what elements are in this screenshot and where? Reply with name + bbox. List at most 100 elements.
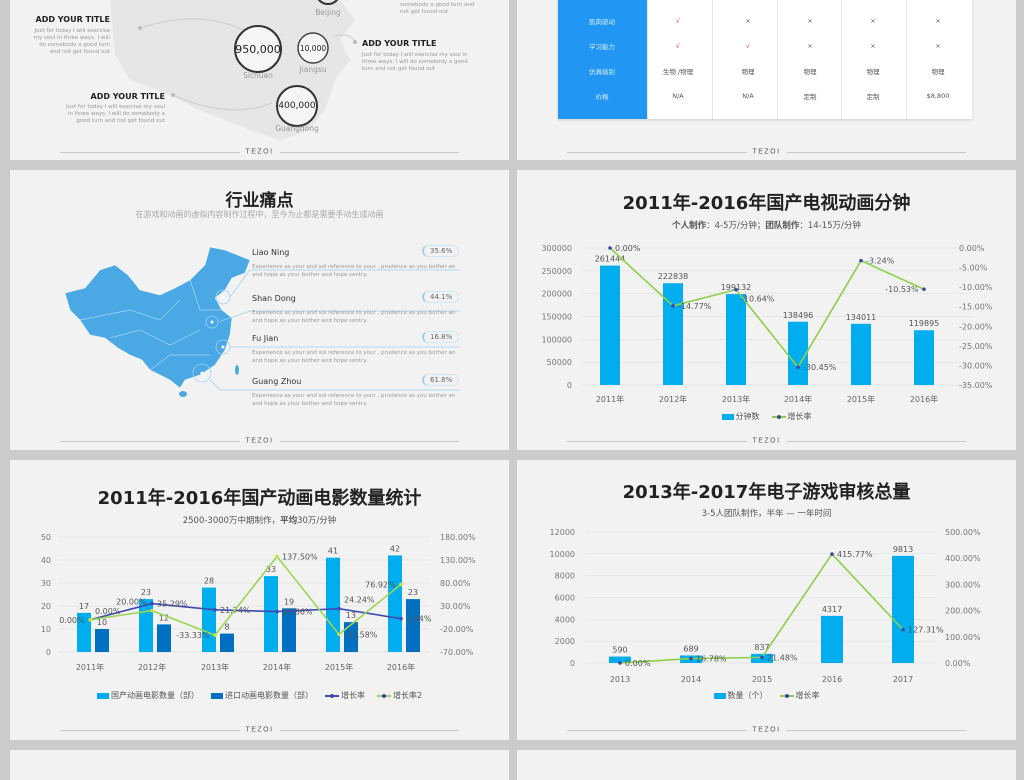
line-point — [671, 304, 675, 308]
table-cell: × — [807, 42, 813, 50]
x-tick-label: 2013 — [610, 675, 630, 684]
line-point — [275, 609, 279, 614]
legend-item[interactable]: 增长率 — [324, 690, 365, 701]
line-point — [150, 601, 154, 606]
legend-label: 增长率 — [340, 691, 365, 700]
slide-partial-right[interactable] — [517, 750, 1016, 780]
legend-item[interactable]: 增长率2 — [376, 690, 423, 701]
subtitle-bold: 平均 — [280, 516, 298, 526]
table-cell: 定制 — [803, 93, 817, 101]
y-tick-label: 0 — [46, 648, 51, 657]
line-point — [337, 632, 341, 637]
slide-chart-game-reviews[interactable]: 2013年-2017年电子游戏审核总量 3-5人团队制作，半年 — 一年时间 0… — [517, 460, 1016, 740]
legend-label: 数量（个） — [727, 691, 768, 700]
tezoi-logo: TEZOI — [239, 148, 280, 156]
chart-game-review-total: 0 2000 4000 6000 8000 10000 12000 0.00% 100.00% 2… — [550, 528, 981, 684]
slide-partial-left[interactable] — [10, 750, 509, 780]
table-cell: × — [935, 42, 941, 50]
region-description: Experience as your and sol reference to … — [252, 393, 456, 407]
x-tick-label: 2015年 — [847, 394, 875, 404]
bar-data-label: 138496 — [783, 311, 814, 320]
line-point — [760, 655, 764, 660]
bar — [95, 629, 109, 652]
slide-table[interactable]: 肌肉驱动 学习能力 仿真级别 价格 √ × × × × √ √ × × × 生物 /物理 物理 物理 物理 物理 N/… — [517, 0, 1016, 160]
legend-label: 国产动画电影数量（部） — [110, 691, 199, 700]
bar-data-label: 261444 — [595, 255, 626, 264]
legend-line-icon — [324, 693, 339, 698]
legend-line-icon — [779, 693, 794, 698]
table-divider — [906, 0, 907, 119]
bar — [914, 330, 934, 385]
table-cell: 定制 — [866, 93, 880, 101]
bar — [326, 557, 340, 652]
y-tick-label: 4000 — [555, 615, 575, 624]
circle-value: 950,000 — [235, 43, 281, 56]
line-point — [618, 661, 622, 665]
chart-animated-film-count: 01020304050-70.00%-20.00%30.00%80.00%130… — [41, 533, 476, 672]
china-map-gray — [110, 0, 357, 140]
legend-item[interactable]: 增长率 — [771, 411, 812, 422]
legend-item[interactable]: 数量（个） — [713, 690, 768, 701]
y-tick-label: 200000 — [541, 290, 572, 299]
line-point — [399, 582, 403, 587]
bar — [609, 656, 631, 663]
y-tick-label: 8000 — [555, 572, 575, 581]
legend-label: 进口动画电影数量（部） — [224, 691, 313, 700]
line-data-label: 0.00% — [95, 607, 121, 616]
legend-label: 增长率 — [787, 412, 812, 421]
bar-data-label: 222838 — [658, 272, 689, 281]
bar-data-label: 590 — [612, 646, 627, 655]
subtitle-text: ：14-15万/分钟 — [799, 221, 861, 231]
table-cell: N/A — [672, 92, 684, 100]
slide-subtitle: 在游戏和动画的虚拟内容制作过程中，至今为止都是需要手动生成动画 — [135, 210, 384, 219]
line-point — [796, 365, 800, 369]
bar-data-label: 28 — [204, 577, 214, 586]
y-tick-label: 20 — [41, 602, 51, 611]
legend-swatch — [210, 692, 223, 699]
footer-line: TEZOI — [60, 437, 459, 445]
line-data-label: 17.86% — [282, 608, 313, 617]
line-data-label: 137.50% — [282, 553, 318, 562]
slide-map-gray[interactable]: 950,000 Sichuan 10,000 Jiangsu 400,000 G… — [10, 0, 509, 160]
bar-data-label: 689 — [683, 644, 698, 653]
y2-tick-label: -20.00% — [440, 625, 474, 634]
bar — [388, 555, 402, 652]
china-map-blue — [64, 246, 460, 397]
circle-label: Sichuan — [243, 71, 273, 80]
footer-line: TEZOI — [567, 726, 966, 734]
line-data-label: -14.77% — [678, 302, 712, 311]
bar — [202, 587, 216, 652]
block-title: ADD YOUR TITLE — [35, 15, 110, 24]
y2-tick-label: -25.00% — [959, 342, 993, 351]
legend-item[interactable]: 增长率 — [779, 690, 820, 701]
line-data-label: 0.00% — [59, 616, 85, 625]
bar-data-label: 8 — [224, 623, 229, 632]
line-point — [399, 616, 403, 621]
table-cell: √ — [675, 17, 681, 25]
line-data-label: -33.33% — [176, 631, 210, 640]
bar-data-label: 23 — [141, 588, 151, 597]
bar-data-label: 19 — [284, 597, 294, 606]
chart-title: 2013年-2017年电子游戏审核总量 — [622, 482, 911, 503]
legend-item[interactable]: 进口动画电影数量（部） — [210, 690, 313, 701]
legend-label: 增长率2 — [392, 691, 423, 700]
x-tick-label: 2012年 — [138, 662, 166, 672]
table-divider — [647, 0, 648, 119]
legend-item[interactable]: 分钟数 — [721, 411, 760, 422]
bar-data-label: 12 — [159, 613, 169, 622]
table-cell: $8,800 — [926, 92, 950, 100]
legend-item[interactable]: 国产动画电影数量（部） — [96, 690, 199, 701]
slide-chart-tv-animation[interactable]: 2011年-2016年国产电视动画分钟 个人制作：4-5万/分钟；团队制作：14… — [517, 170, 1016, 450]
line-point — [734, 287, 738, 292]
line-data-label: 35.29% — [157, 600, 188, 609]
table-cell: 物理 — [803, 68, 817, 76]
table-row-label: 仿真级别 — [589, 68, 615, 76]
table-row-label: 价格 — [595, 93, 609, 101]
slide-pain-points[interactable]: 行业痛点 在游戏和动画的虚拟内容制作过程中，至今为止都是需要手动生成动画 Lia… — [10, 170, 509, 450]
bar — [344, 622, 358, 652]
bar-data-label: 10 — [97, 618, 107, 627]
subtitle-text: ：4-5万/分钟； — [706, 221, 766, 231]
x-tick-label: 2016年 — [910, 394, 938, 404]
series-line — [89, 555, 402, 637]
slide-chart-animated-films[interactable]: 2011年-2016年国产动画电影数量统计 2500-3000万中期制作，平均3… — [10, 460, 509, 740]
